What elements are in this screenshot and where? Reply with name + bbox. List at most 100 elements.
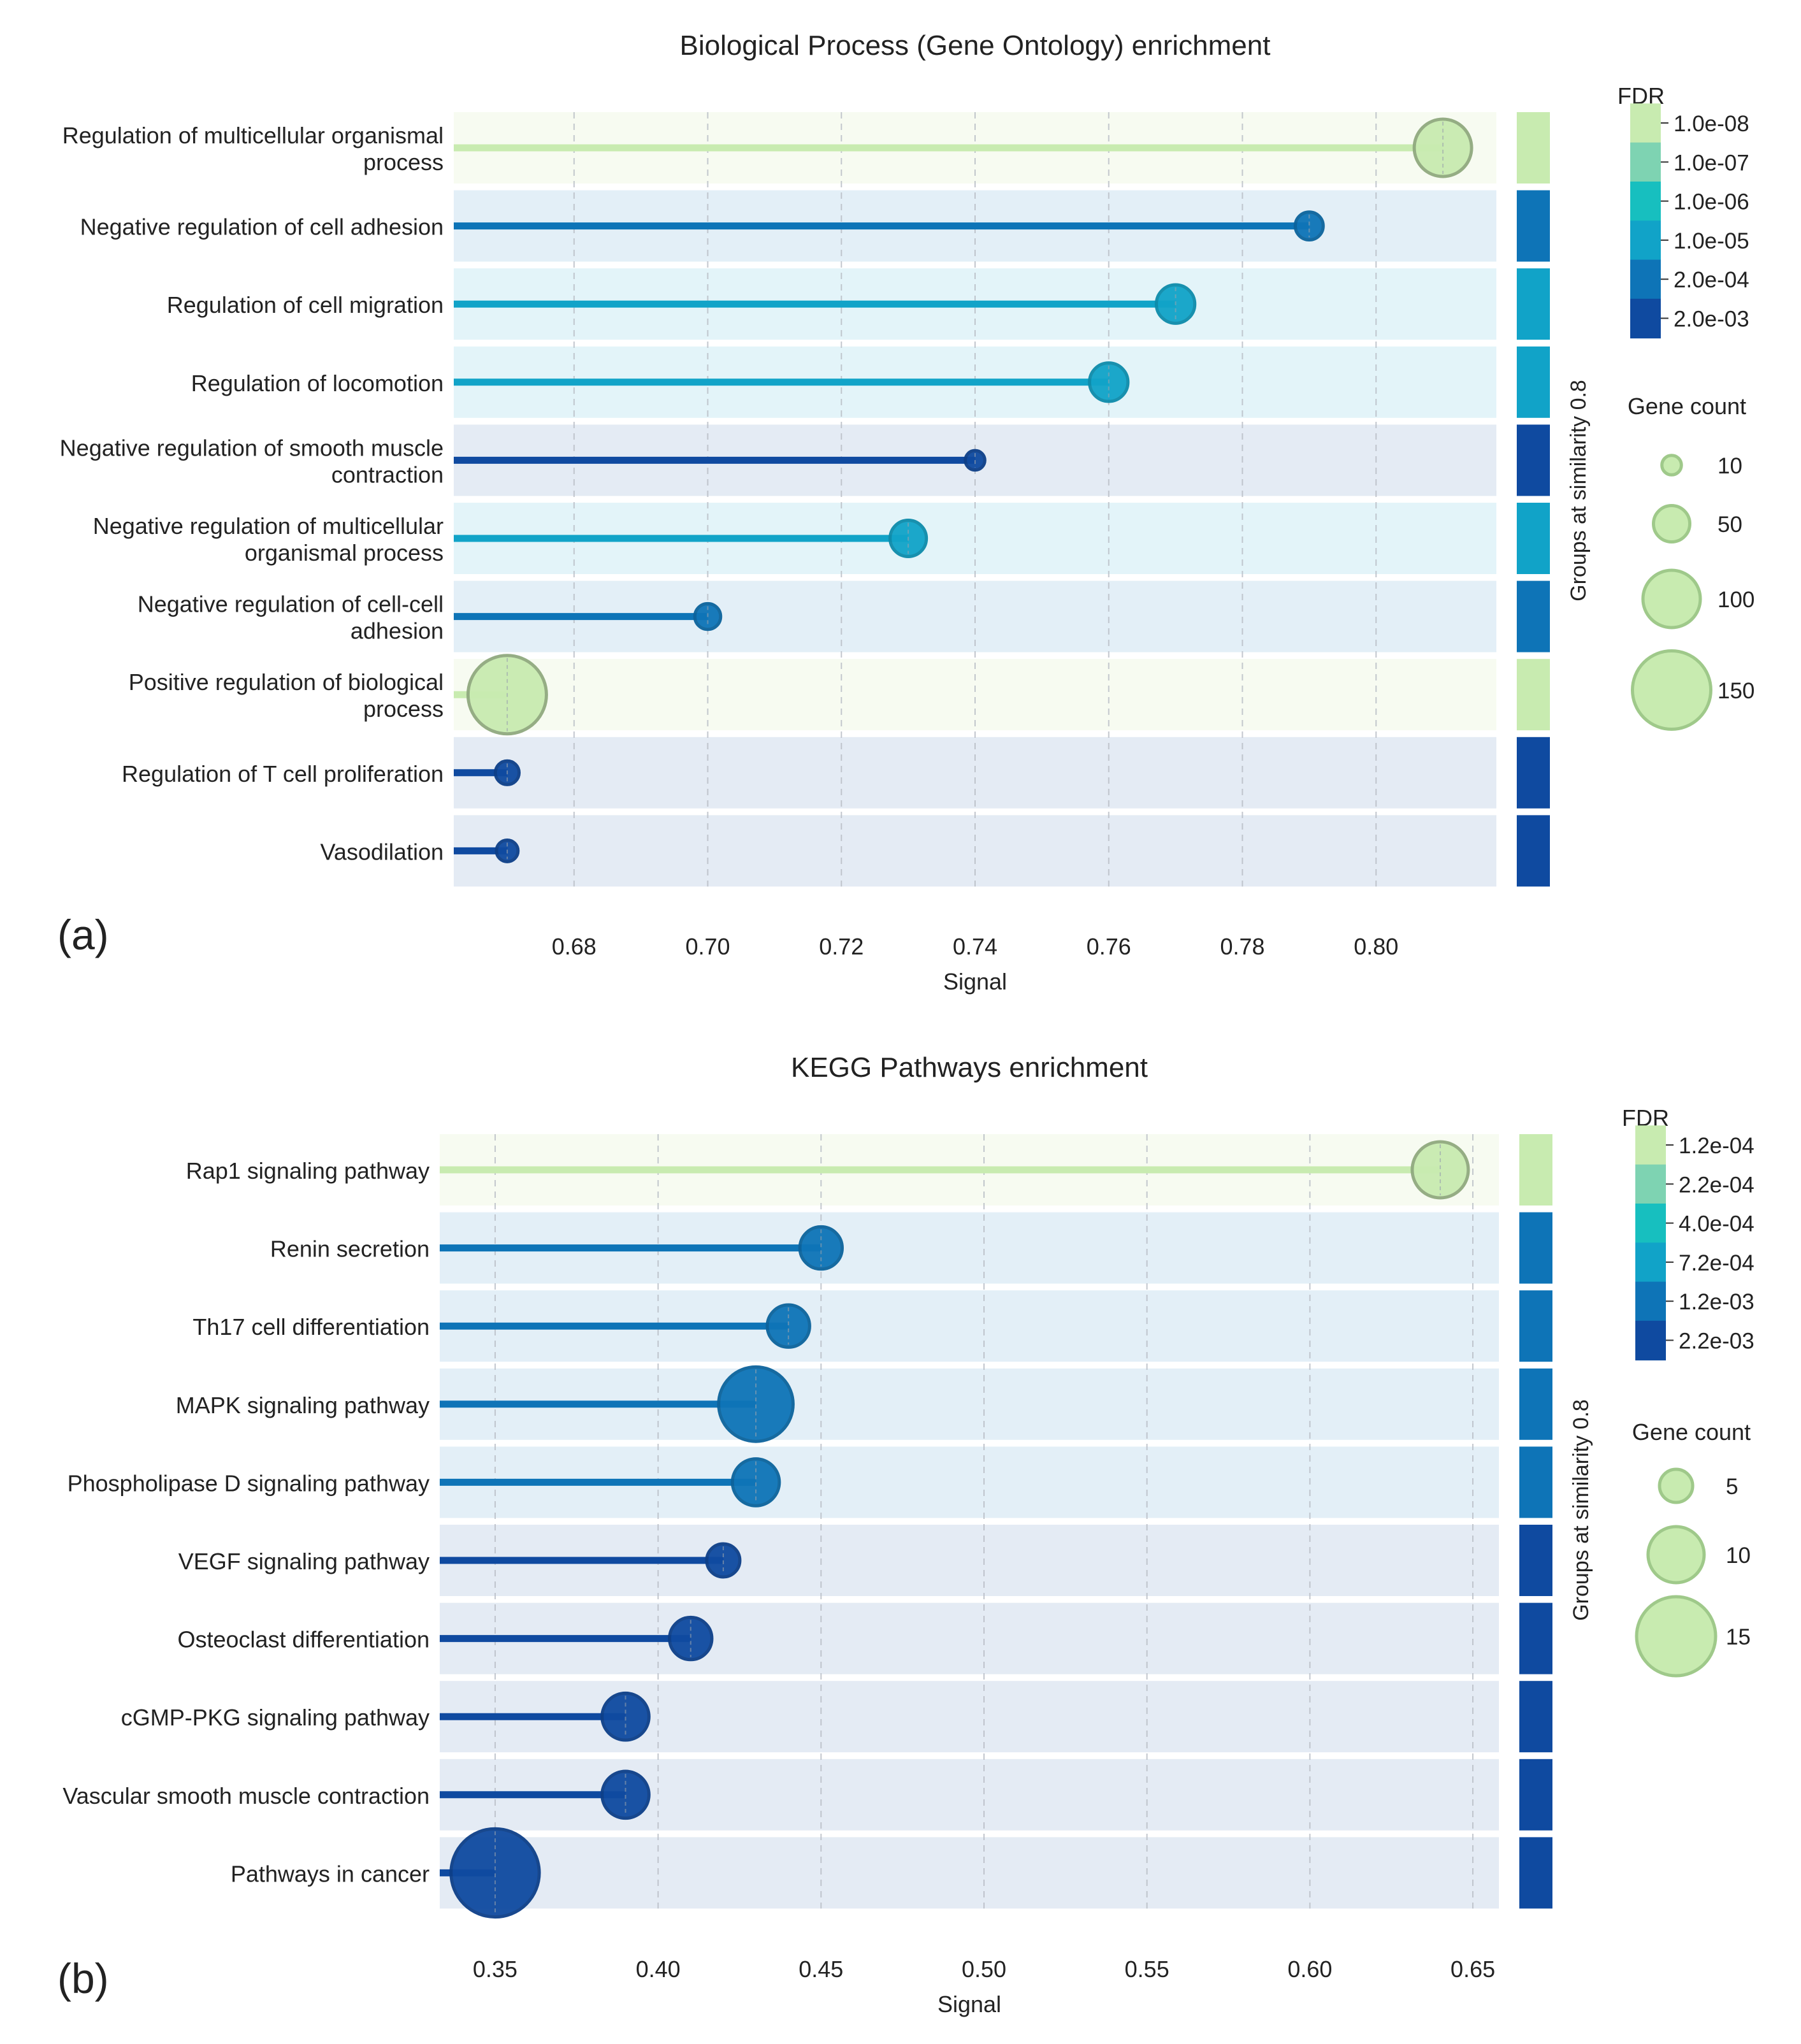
- category-label: organismal process: [245, 540, 444, 566]
- fdr-legend-label: 1.0e-05: [1674, 229, 1749, 254]
- group-bar: [1517, 815, 1550, 887]
- group-bar: [1517, 580, 1550, 652]
- x-tick-label: 0.72: [819, 933, 864, 960]
- group-bar: [1517, 737, 1550, 809]
- category-label: Regulation of locomotion: [191, 370, 444, 396]
- fdr-legend-label: 7.2e-04: [1679, 1251, 1754, 1276]
- group-bar: [1519, 1759, 1552, 1831]
- x-tick-label: 0.50: [962, 1956, 1006, 1982]
- group-bar: [1519, 1212, 1552, 1284]
- group-bar: [1517, 659, 1550, 731]
- fdr-legend-swatch: [1630, 220, 1661, 261]
- size-legend-circle: [1635, 1595, 1718, 1678]
- lollipop-dot: [765, 1303, 811, 1349]
- size-legend-circle: [1641, 568, 1702, 630]
- category-label: MAPK signaling pathway: [176, 1392, 430, 1418]
- x-axis-label: Signal: [937, 1991, 1001, 2017]
- fdr-legend-label: 1.0e-07: [1674, 150, 1749, 175]
- category-label: Rap1 signaling pathway: [186, 1158, 430, 1184]
- lollipop-dot: [730, 1457, 781, 1508]
- lollipop-dot: [798, 1225, 844, 1271]
- group-bar: [1517, 503, 1550, 574]
- x-tick-label: 0.68: [552, 933, 597, 960]
- group-bar: [1519, 1290, 1552, 1362]
- group-bar: [1517, 190, 1550, 262]
- group-axis-label: Groups at similarity 0.8: [1566, 380, 1591, 601]
- size-legend-circle: [1646, 1525, 1706, 1585]
- size-legend-label: 10: [1726, 1543, 1751, 1568]
- lollipop-dot: [1410, 1140, 1470, 1200]
- fdr-legend-swatch: [1630, 298, 1661, 339]
- fdr-legend-swatch: [1635, 1125, 1666, 1165]
- size-legend-title: Gene count: [1628, 393, 1746, 419]
- category-label: process: [363, 696, 444, 722]
- size-legend-circle: [1658, 1467, 1695, 1504]
- fdr-legend-label: 2.0e-03: [1674, 307, 1749, 332]
- group-bar: [1517, 346, 1550, 418]
- group-bar: [1519, 1446, 1552, 1518]
- fdr-legend-label: 2.2e-03: [1679, 1329, 1754, 1354]
- lollipop-dot: [600, 1769, 651, 1820]
- fdr-legend-label: 1.0e-08: [1674, 112, 1749, 136]
- chart-title: Biological Process (Gene Ontology) enric…: [680, 30, 1271, 61]
- fdr-legend-swatch: [1635, 1242, 1666, 1283]
- row-band: [440, 1837, 1499, 1909]
- category-label: VEGF signaling pathway: [178, 1548, 430, 1574]
- fdr-legend-label: 4.0e-04: [1679, 1212, 1754, 1237]
- lollipop-dot: [1293, 210, 1325, 242]
- category-label: Regulation of T cell proliferation: [122, 761, 444, 787]
- fdr-legend-swatch: [1630, 259, 1661, 299]
- category-label: process: [363, 149, 444, 175]
- category-label: Regulation of cell migration: [167, 292, 444, 318]
- group-bar: [1517, 112, 1550, 184]
- size-legend-label: 150: [1718, 679, 1754, 703]
- fdr-legend-swatch: [1630, 103, 1661, 143]
- size-legend-title: Gene count: [1632, 1419, 1751, 1445]
- group-bar: [1519, 1602, 1552, 1674]
- lollipop-dot: [717, 1365, 795, 1443]
- category-label: Negative regulation of cell adhesion: [80, 214, 444, 240]
- category-label: Negative regulation of smooth muscle: [60, 435, 444, 461]
- x-tick-label: 0.40: [636, 1956, 681, 1982]
- category-label: cGMP-PKG signaling pathway: [121, 1704, 430, 1731]
- group-bar: [1519, 1134, 1552, 1206]
- size-legend-circle: [1652, 504, 1691, 543]
- group-bar: [1519, 1837, 1552, 1909]
- panel-label: (a): [57, 911, 109, 958]
- lollipop-dot: [600, 1691, 651, 1742]
- panel-label: (b): [57, 1955, 109, 2002]
- group-bar: [1517, 268, 1550, 340]
- group-axis-label: Groups at similarity 0.8: [1569, 1399, 1593, 1621]
- category-label: Negative regulation of multicellular: [93, 513, 444, 539]
- x-tick-label: 0.45: [799, 1956, 843, 1982]
- x-tick-label: 0.35: [473, 1956, 517, 1982]
- size-legend-label: 100: [1718, 587, 1754, 612]
- category-label: Th17 cell differentiation: [192, 1314, 430, 1340]
- x-tick-label: 0.70: [685, 933, 730, 960]
- group-bar: [1519, 1525, 1552, 1596]
- x-tick-label: 0.80: [1354, 933, 1398, 960]
- category-label: Negative regulation of cell-cell: [138, 591, 444, 617]
- x-tick-label: 0.65: [1450, 1956, 1495, 1982]
- fdr-legend-swatch: [1630, 142, 1661, 182]
- category-label: contraction: [331, 461, 444, 487]
- x-tick-label: 0.76: [1087, 933, 1131, 960]
- lollipop-dot: [449, 1827, 541, 1919]
- size-legend-circle: [1660, 454, 1683, 477]
- category-label: adhesion: [351, 618, 444, 644]
- category-label: Osteoclast differentiation: [177, 1627, 430, 1653]
- row-band: [454, 659, 1496, 731]
- fdr-legend-label: 2.2e-04: [1679, 1172, 1754, 1197]
- x-axis-label: Signal: [943, 968, 1007, 995]
- group-bar: [1519, 1368, 1552, 1440]
- size-legend-label: 15: [1726, 1625, 1751, 1650]
- size-legend-circle: [1631, 649, 1712, 731]
- lollipop-dot: [668, 1615, 714, 1662]
- category-label: Phospholipase D signaling pathway: [68, 1470, 430, 1496]
- size-legend-label: 50: [1718, 512, 1742, 537]
- fdr-legend-label: 1.2e-03: [1679, 1290, 1754, 1314]
- group-bar: [1517, 424, 1550, 496]
- category-label: Positive regulation of biological: [129, 669, 444, 695]
- category-label: Renin secretion: [270, 1236, 430, 1262]
